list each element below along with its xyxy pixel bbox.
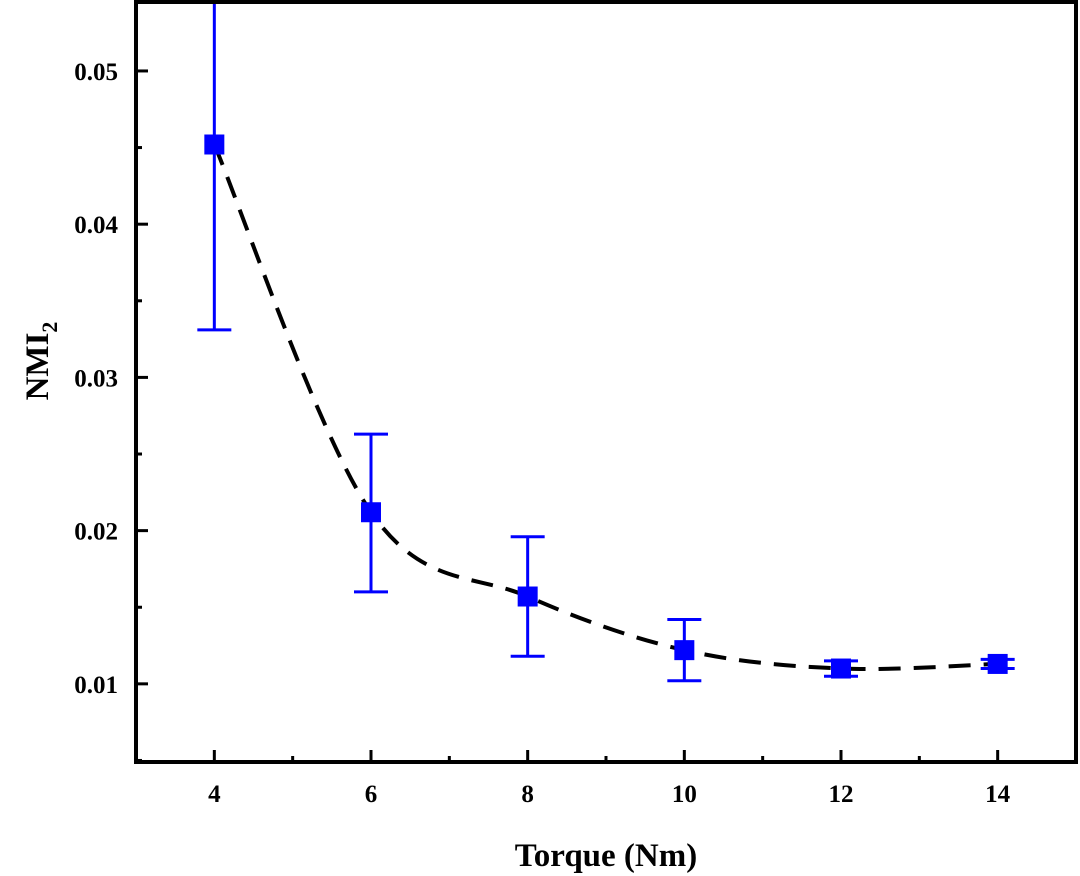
x-axis-title: Torque (Nm) xyxy=(515,838,697,874)
data-point xyxy=(204,134,225,155)
trend-line xyxy=(212,143,998,672)
x-tick-label: 4 xyxy=(208,781,221,808)
y-tick-label: 0.04 xyxy=(74,212,118,239)
y-axis-title-main: NMI xyxy=(20,333,56,401)
x-tick-label: 14 xyxy=(985,781,1011,808)
data-point xyxy=(987,653,1008,674)
y-tick-label: 0.03 xyxy=(74,365,118,392)
y-tick-label: 0.02 xyxy=(74,519,118,546)
data-point xyxy=(361,502,381,523)
y-axis-title: NMI2 xyxy=(20,322,62,401)
plot-frame xyxy=(134,0,1078,764)
error-layer xyxy=(197,0,1015,683)
marker-layer xyxy=(204,134,1008,679)
y-tick-label: 0.05 xyxy=(74,59,118,86)
data-point xyxy=(674,640,695,661)
y-tick-label: 0.01 xyxy=(74,672,118,699)
x-tick-label: 10 xyxy=(672,781,697,808)
x-tick-label: 6 xyxy=(365,781,378,808)
data-point xyxy=(831,658,851,679)
y-axis-title-subscript: 2 xyxy=(37,322,62,333)
data-point xyxy=(517,586,538,607)
x-tick-label: 12 xyxy=(829,781,854,808)
x-tick-label: 8 xyxy=(521,781,534,808)
trend-layer xyxy=(212,143,998,672)
